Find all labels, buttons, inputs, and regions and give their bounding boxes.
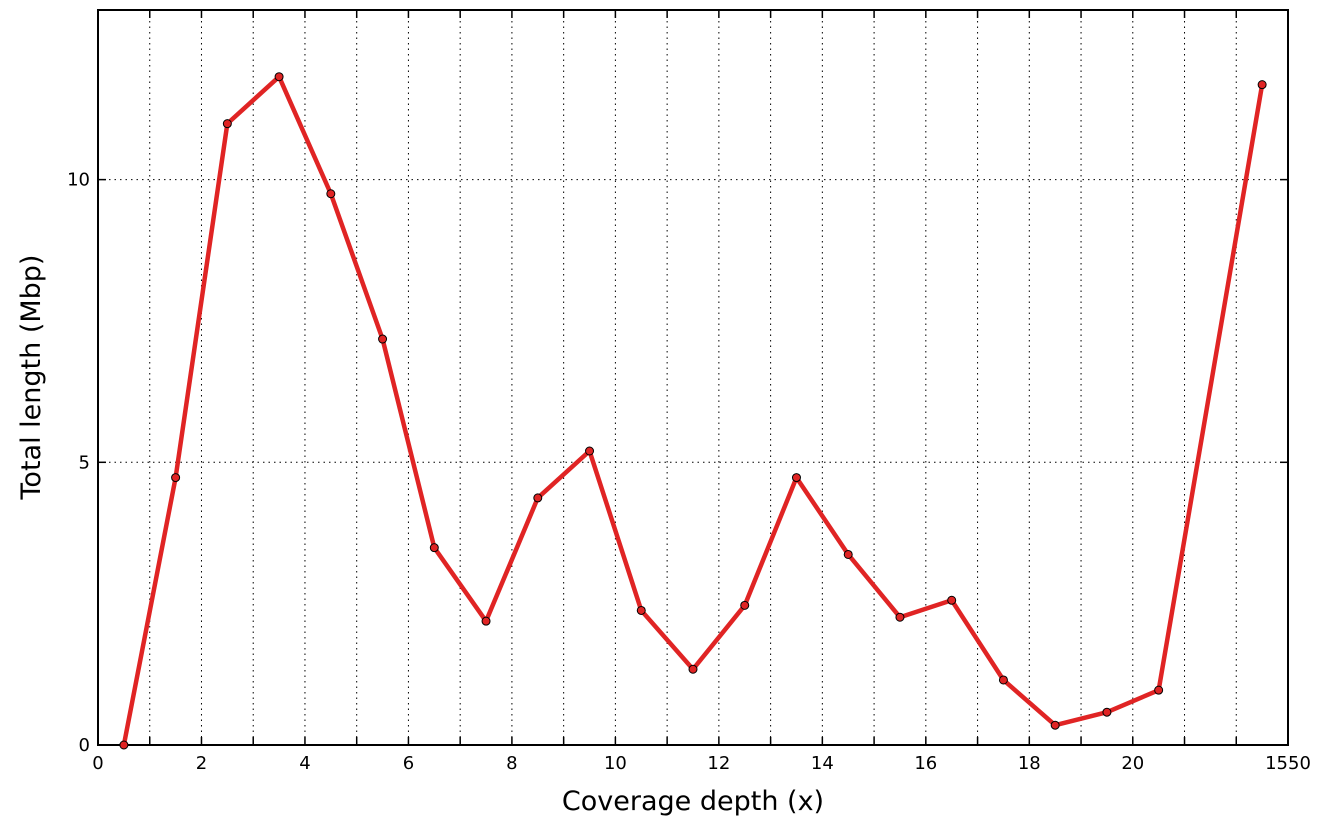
data-point <box>222 119 232 129</box>
data-point <box>1050 720 1060 730</box>
data-point <box>378 334 388 344</box>
x-tick-label: 16 <box>914 753 937 774</box>
data-point <box>791 473 801 483</box>
data-point <box>1154 685 1164 695</box>
x-tick-label: 20 <box>1121 753 1144 774</box>
data-point <box>1102 707 1112 717</box>
x-tick-label: 4 <box>299 753 310 774</box>
x-tick-label: 12 <box>707 753 730 774</box>
data-point <box>274 72 284 82</box>
data-point <box>171 473 181 483</box>
data-point <box>481 616 491 626</box>
y-axis-label: Total length (Mbp) <box>16 255 47 501</box>
data-point <box>429 543 439 553</box>
data-point <box>533 493 543 503</box>
x-tick-label: 1550 <box>1265 753 1311 774</box>
data-line <box>121 74 1265 746</box>
data-point <box>895 612 905 622</box>
data-point <box>636 605 646 615</box>
x-tick-label: 6 <box>403 753 414 774</box>
x-tick-label: 0 <box>92 753 103 774</box>
y-tick-label: 5 <box>79 452 90 473</box>
data-point <box>585 446 595 456</box>
x-tick-label: 14 <box>811 753 834 774</box>
data-point <box>326 189 336 199</box>
y-tick-label: 0 <box>79 735 90 756</box>
x-tick-label: 10 <box>604 753 627 774</box>
x-tick-label: 8 <box>506 753 517 774</box>
data-point <box>740 600 750 610</box>
y-tick-label: 10 <box>67 170 90 191</box>
data-point <box>119 740 129 750</box>
data-point <box>947 595 957 605</box>
plot-frame <box>97 9 1289 746</box>
x-tick-label: 2 <box>196 753 207 774</box>
x-axis-label: Coverage depth (x) <box>562 786 824 817</box>
x-tick-label: 18 <box>1018 753 1041 774</box>
data-point <box>843 549 853 559</box>
data-point <box>688 664 698 674</box>
data-point <box>1257 80 1267 90</box>
data-point <box>998 675 1008 685</box>
